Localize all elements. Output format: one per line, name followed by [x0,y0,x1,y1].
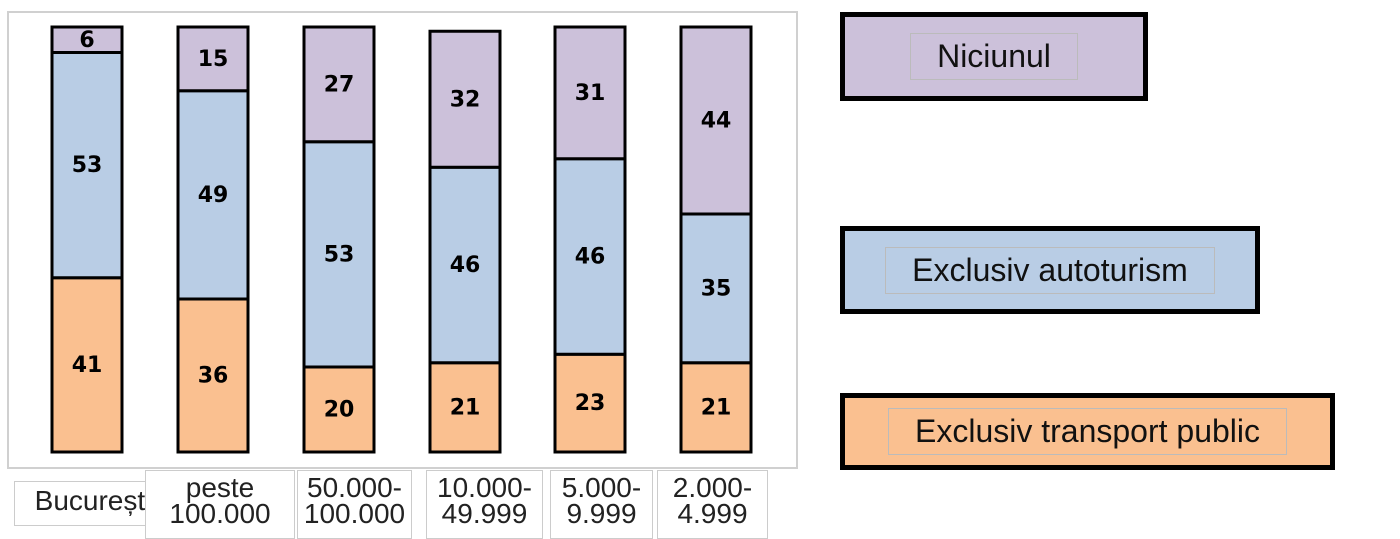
bar-segment [679,212,753,365]
data-label: 49 [198,183,229,208]
legend-item: Exclusiv transport public [840,393,1335,470]
data-label: 53 [324,242,355,267]
data-label: 53 [72,153,103,178]
x-tick-label: 50.000-100.000 [297,470,412,539]
bar-segment [428,165,502,365]
data-label: 21 [701,395,732,420]
bar-segment [50,51,124,280]
x-tick-label: 10.000-49.999 [426,470,543,539]
bar-segment [302,365,376,454]
legend-item: Exclusiv autoturism [840,226,1260,314]
data-label: 31 [575,81,606,106]
data-label: 41 [72,353,103,378]
bar-segment [50,25,124,54]
legend-item: Niciunul [840,12,1148,101]
legend-label: Niciunul [910,33,1078,80]
data-label: 6 [79,28,94,53]
data-label: 46 [450,253,481,278]
x-tick-label: 2.000-4.999 [657,470,768,539]
bar-segment [302,25,376,144]
data-label: 20 [324,398,355,423]
bar-segment [679,25,753,216]
bar-segment [176,25,250,93]
data-label: 21 [450,395,481,420]
plot-frame [7,11,798,469]
data-label: 23 [575,391,606,416]
data-label: 27 [324,72,355,97]
data-label: 36 [198,364,229,389]
data-label: 32 [450,87,481,112]
x-tick-label: peste 100.000 [145,470,295,539]
bar-segment [553,25,627,161]
bar-segment [428,29,502,169]
data-label: 46 [575,245,606,270]
bar-segment [428,361,502,454]
data-label: 15 [198,47,229,72]
legend-label: Exclusiv transport public [887,408,1288,455]
bar-segment [50,276,124,454]
x-tick-label: 5.000-9.999 [550,470,653,539]
bar-segment [176,89,250,301]
bar-segment [679,361,753,454]
data-label: 35 [701,276,732,301]
bar-segment [302,140,376,369]
data-label: 44 [701,109,732,134]
legend-label: Exclusiv autoturism [885,246,1215,294]
